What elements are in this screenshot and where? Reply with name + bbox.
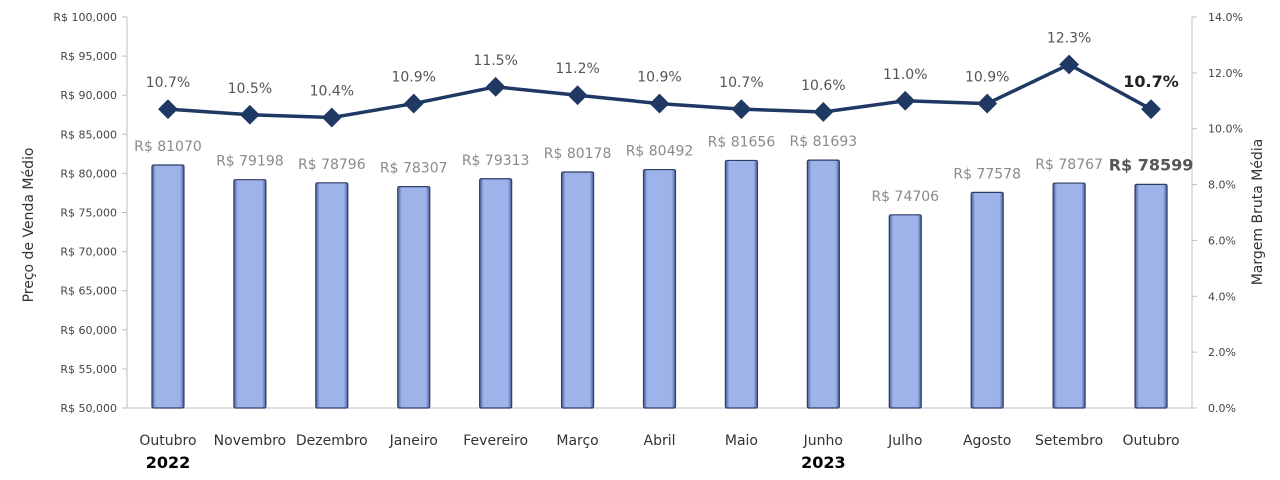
margin-point bbox=[1141, 99, 1161, 120]
margin-point bbox=[649, 93, 670, 114]
margin-value-label: 12.3% bbox=[1047, 30, 1091, 46]
x-tick-label: Setembro bbox=[1035, 433, 1103, 449]
margin-value-label: 11.0% bbox=[883, 67, 927, 83]
margin-point bbox=[895, 90, 916, 111]
year-label: 2023 bbox=[801, 453, 846, 472]
bar-value-label: R$ 77578 bbox=[953, 166, 1021, 182]
x-tick-label: Julho bbox=[887, 433, 922, 449]
margin-point bbox=[731, 99, 752, 120]
x-tick-label: Junho bbox=[803, 433, 843, 449]
bar-value-label: R$ 78307 bbox=[380, 161, 448, 177]
bar bbox=[397, 186, 431, 409]
margin-value-label: 11.5% bbox=[473, 53, 517, 69]
x-tick-label: Abril bbox=[644, 433, 676, 449]
bar bbox=[479, 178, 513, 409]
labels-group: R$ 81070 R$ 79198 R$ 78796 R$ 78307 R$ 79313… bbox=[134, 30, 1193, 204]
y-tick-label-left: R$ 85,000 bbox=[60, 128, 117, 141]
bar bbox=[642, 168, 677, 409]
margin-value-label: 10.5% bbox=[228, 81, 272, 97]
bar-value-label: R$ 78767 bbox=[1035, 157, 1103, 173]
y-tick-label-left: R$ 65,000 bbox=[60, 285, 117, 298]
year-label: 2022 bbox=[146, 453, 191, 472]
y-tick-label-left: R$ 55,000 bbox=[60, 363, 117, 376]
bar-value-label: R$ 78599 bbox=[1109, 155, 1194, 174]
x-tick-label: Março bbox=[556, 433, 598, 449]
y-tick-label-left: R$ 100,000 bbox=[53, 11, 117, 24]
bar-value-label: R$ 80492 bbox=[626, 144, 694, 160]
bar-value-label: R$ 81693 bbox=[790, 134, 858, 150]
margin-point bbox=[567, 85, 588, 106]
x-tick-label: Fevereiro bbox=[463, 433, 528, 449]
y-tick-label-right: 10.0% bbox=[1208, 123, 1243, 136]
margin-point bbox=[403, 93, 424, 114]
bar-value-label: R$ 80178 bbox=[544, 146, 612, 162]
margin-point bbox=[977, 93, 998, 114]
bar-value-label: R$ 79198 bbox=[216, 154, 284, 170]
margin-value-label: 11.2% bbox=[555, 61, 599, 77]
y-tick-label-right: 12.0% bbox=[1208, 67, 1243, 80]
y-axis-title-left: Preço de Venda Médio bbox=[21, 148, 37, 303]
margin-value-label: 10.9% bbox=[965, 70, 1009, 86]
bar bbox=[806, 159, 840, 409]
y-tick-label-left: R$ 90,000 bbox=[60, 89, 117, 102]
bar-value-label: R$ 78796 bbox=[298, 157, 366, 173]
x-tick-label: Novembro bbox=[214, 433, 286, 449]
y-tick-label-right: 2.0% bbox=[1208, 346, 1236, 359]
y-tick-label-left: R$ 95,000 bbox=[60, 50, 117, 63]
y-tick-label-left: R$ 70,000 bbox=[60, 246, 117, 259]
bar-value-label: R$ 81070 bbox=[134, 139, 202, 155]
bar-value-label: R$ 79313 bbox=[462, 153, 530, 169]
margin-value-label: 10.9% bbox=[637, 70, 681, 86]
margin-value-label: 10.4% bbox=[310, 84, 354, 100]
bar bbox=[315, 182, 349, 409]
y-tick-label-right: 4.0% bbox=[1208, 290, 1236, 303]
y-tick-label-left: R$ 75,000 bbox=[60, 207, 117, 220]
line-group bbox=[158, 54, 1161, 128]
bar-value-label: R$ 81656 bbox=[708, 134, 776, 150]
x-tick-label: Dezembro bbox=[296, 433, 368, 449]
bar bbox=[151, 164, 185, 409]
margin-point bbox=[485, 76, 506, 97]
y-tick-label-left: R$ 60,000 bbox=[60, 324, 117, 337]
y-tick-label-left: R$ 50,000 bbox=[60, 402, 117, 415]
margin-point bbox=[1059, 54, 1080, 75]
bar-value-label: R$ 74706 bbox=[871, 189, 939, 205]
x-tick-label: Outubro bbox=[139, 433, 196, 449]
x-tick-label: Janeiro bbox=[389, 433, 438, 449]
margin-value-label: 10.7% bbox=[146, 75, 190, 91]
axes-group: R$ 50,000 R$ 55,000 R$ 60,000 R$ 65,000 R$ 7… bbox=[53, 11, 1243, 472]
y-tick-label-left: R$ 80,000 bbox=[60, 167, 117, 180]
bar bbox=[233, 179, 267, 409]
x-tick-label: Maio bbox=[725, 433, 758, 449]
bars-group bbox=[151, 159, 1168, 409]
bar bbox=[888, 214, 922, 409]
bar bbox=[1134, 183, 1168, 409]
bar bbox=[560, 171, 595, 409]
y-tick-label-right: 8.0% bbox=[1208, 179, 1236, 192]
bar bbox=[1052, 182, 1086, 409]
x-tick-label: Outubro bbox=[1122, 433, 1179, 449]
bar bbox=[970, 191, 1004, 409]
margin-value-label: 10.7% bbox=[1123, 72, 1179, 91]
y-tick-label-right: 14.0% bbox=[1208, 11, 1243, 24]
margin-point bbox=[239, 104, 260, 125]
margin-point bbox=[813, 102, 834, 122]
margin-point bbox=[158, 99, 178, 120]
y-tick-label-right: 0.0% bbox=[1208, 402, 1236, 415]
margin-value-label: 10.7% bbox=[719, 75, 763, 91]
bar bbox=[724, 159, 759, 409]
margin-value-label: 10.6% bbox=[801, 78, 845, 94]
y-axis-title-right: Margem Bruta Média bbox=[1250, 139, 1266, 286]
margin-value-label: 10.9% bbox=[391, 70, 435, 86]
margin-point bbox=[321, 107, 342, 128]
x-tick-label: Agosto bbox=[963, 433, 1011, 449]
y-tick-label-right: 6.0% bbox=[1208, 234, 1236, 247]
